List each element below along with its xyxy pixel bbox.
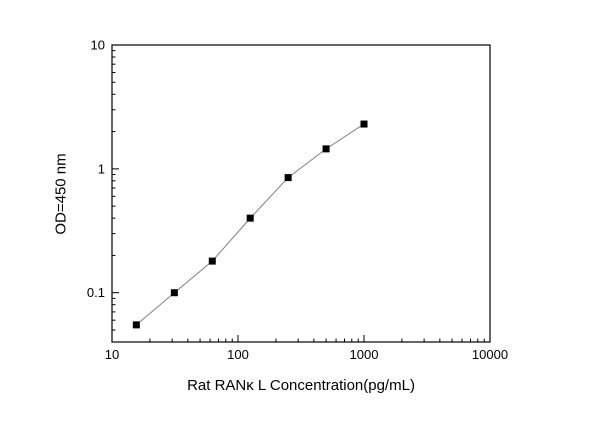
data-point-marker <box>170 289 178 297</box>
data-point-marker <box>132 321 140 329</box>
data-point-marker <box>284 174 292 182</box>
y-tick-label: 10 <box>91 38 105 53</box>
plot-frame <box>111 44 491 343</box>
x-axis-title: Rat RANκ L Concentration(pg/mL) <box>187 377 415 394</box>
x-tick-label: 10 <box>105 347 119 362</box>
data-point-marker <box>360 120 368 128</box>
data-point-marker <box>322 145 330 153</box>
series-line <box>136 123 365 326</box>
y-tick-label: 1 <box>98 161 105 176</box>
y-axis-title: OD=450 nm <box>52 153 70 235</box>
x-tick-label: 100 <box>227 347 249 362</box>
data-point-marker <box>208 257 216 265</box>
x-tick-label: 1000 <box>350 347 379 362</box>
y-tick-label: 0.1 <box>87 285 105 300</box>
x-tick-label: 10000 <box>472 347 508 362</box>
data-point-marker <box>246 214 254 222</box>
